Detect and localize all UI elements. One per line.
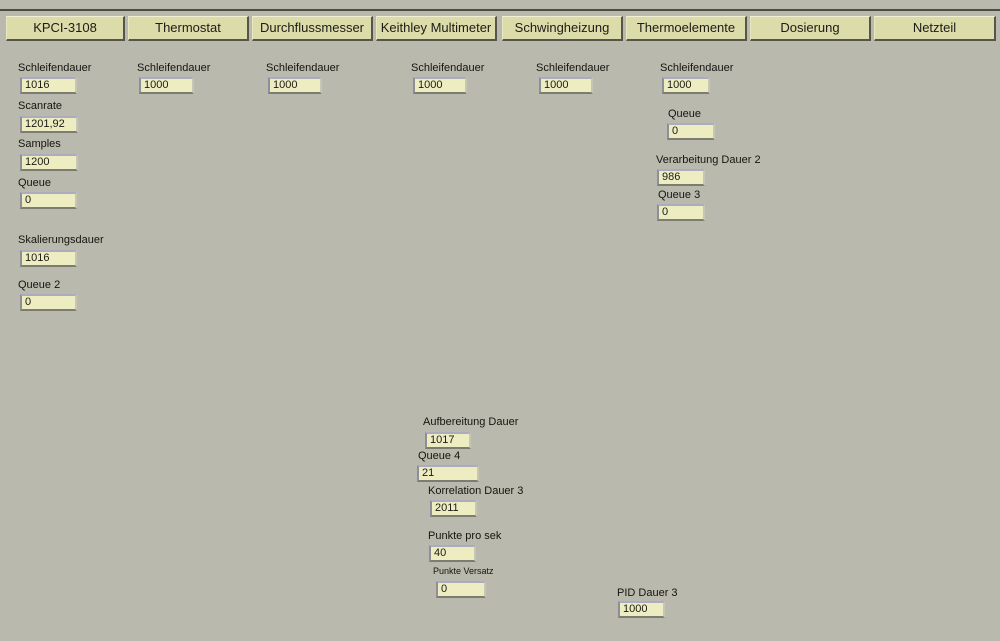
schleifendauer-1-field[interactable]: 1016 <box>20 77 77 94</box>
queue-1-field[interactable]: 0 <box>20 192 77 209</box>
korrelation-dauer-3-label: Korrelation Dauer 3 <box>428 485 524 497</box>
pid-dauer-3-field[interactable]: 1000 <box>618 601 665 618</box>
punkte-versatz-label: Punkte Versatz <box>433 566 494 576</box>
schleifendauer-2-field[interactable]: 1000 <box>139 77 194 94</box>
queue-4-field[interactable]: 21 <box>417 465 479 482</box>
punkte-pro-sek-field[interactable]: 40 <box>429 545 476 562</box>
schleifendauer-4-label: Schleifendauer <box>411 62 485 74</box>
schleifendauer-5-field[interactable]: 1000 <box>539 77 593 94</box>
schleifendauer-3-label: Schleifendauer <box>266 62 340 74</box>
tab-thermostat[interactable]: Thermostat <box>128 16 249 41</box>
tab-dosierung[interactable]: Dosierung <box>750 16 871 41</box>
queue-3-label: Queue 3 <box>658 189 701 201</box>
schleifendauer-1-label: Schleifendauer <box>18 62 92 74</box>
verarbeitung-dauer-2-field[interactable]: 986 <box>657 169 705 186</box>
tab-control-top-edge <box>0 9 1000 11</box>
queue-2-label: Queue 2 <box>18 279 61 291</box>
tab-netzteil[interactable]: Netzteil <box>874 16 996 41</box>
punkte-versatz-field[interactable]: 0 <box>436 581 486 598</box>
queue-2-field[interactable]: 0 <box>20 294 77 311</box>
samples-label: Samples <box>18 138 61 150</box>
queue-3-field[interactable]: 0 <box>657 204 705 221</box>
skalierungsdauer-field[interactable]: 1016 <box>20 250 77 267</box>
korrelation-dauer-3-field[interactable]: 2011 <box>430 500 477 517</box>
queue-right-field[interactable]: 0 <box>667 123 715 140</box>
schleifendauer-3-field[interactable]: 1000 <box>268 77 322 94</box>
samples-field[interactable]: 1200 <box>20 154 78 171</box>
schleifendauer-6-field[interactable]: 1000 <box>662 77 710 94</box>
schleifendauer-4-field[interactable]: 1000 <box>413 77 467 94</box>
tab-durchflussmesser[interactable]: Durchflussmesser <box>252 16 373 41</box>
verarbeitung-dauer-2-label: Verarbeitung Dauer 2 <box>656 154 761 166</box>
tab-schwingheizung[interactable]: Schwingheizung <box>502 16 623 41</box>
tab-kpci-3108[interactable]: KPCI-3108 <box>6 16 125 41</box>
tab-thermoelemente[interactable]: Thermoelemente <box>626 16 747 41</box>
schleifendauer-6-label: Schleifendauer <box>660 62 734 74</box>
aufbereitung-dauer-label: Aufbereitung Dauer <box>423 416 519 428</box>
tab-keithley-multimeter[interactable]: Keithley Multimeter <box>376 16 497 41</box>
skalierungsdauer-label: Skalierungsdauer <box>18 234 104 246</box>
punkte-pro-sek-label: Punkte pro sek <box>428 530 502 542</box>
aufbereitung-dauer-field[interactable]: 1017 <box>425 432 471 449</box>
schleifendauer-2-label: Schleifendauer <box>137 62 211 74</box>
scanrate-label: Scanrate <box>18 100 63 112</box>
schleifendauer-5-label: Schleifendauer <box>536 62 610 74</box>
queue-1-label: Queue <box>18 177 52 189</box>
queue-right-label: Queue <box>668 108 702 120</box>
scanrate-field[interactable]: 1201,92 <box>20 116 78 133</box>
queue-4-label: Queue 4 <box>418 450 461 462</box>
pid-dauer-3-label: PID Dauer 3 <box>617 587 678 599</box>
